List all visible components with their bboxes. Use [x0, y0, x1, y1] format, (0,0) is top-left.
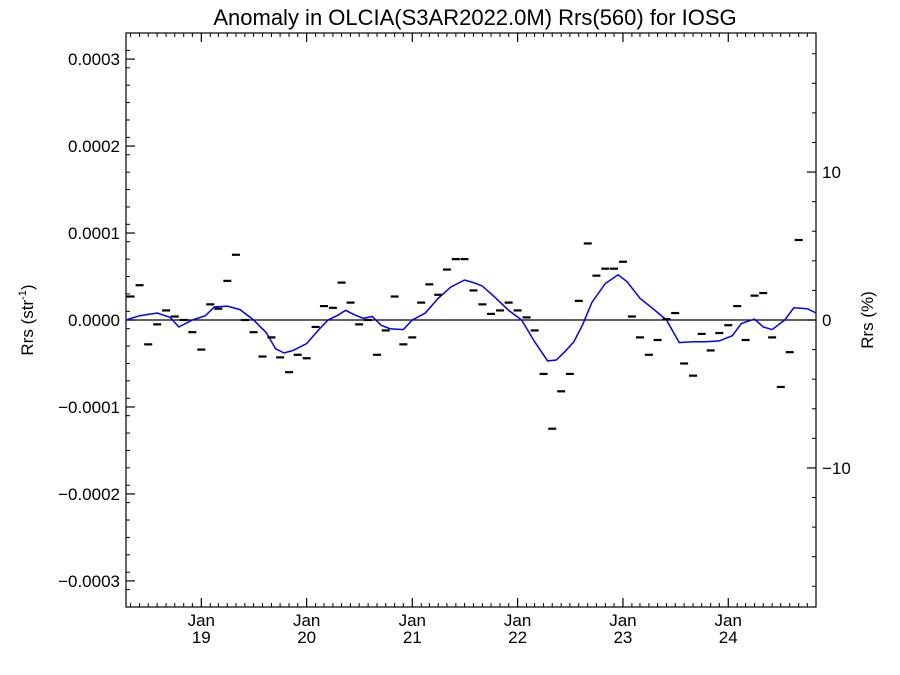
- x-tick-month: Jan: [715, 611, 742, 630]
- x-tick-year: 23: [613, 628, 632, 647]
- smoothed-line: [125, 273, 817, 362]
- y-tick-label: 0.0002: [68, 137, 120, 156]
- monthly-anomaly-series: [126, 238, 803, 430]
- y-tick-label: 0.0000: [68, 311, 120, 330]
- y-axis-label: Rrs (str-1): [17, 284, 37, 355]
- y-tick-label: −0.0002: [58, 485, 120, 504]
- y-axis-right: 10 0 −10: [807, 53, 851, 587]
- y2-tick-label: 0: [822, 311, 831, 330]
- smoothed-anomaly-series: [125, 273, 817, 362]
- y-tick-label: 0.0001: [68, 224, 120, 243]
- x-tick-year: 20: [297, 628, 316, 647]
- x-axis-minor-ticks: [130, 33, 808, 607]
- y2-axis-label: Rrs (%): [858, 291, 877, 349]
- x-tick-month: Jan: [609, 611, 636, 630]
- y-tick-label: −0.0003: [58, 572, 120, 591]
- x-tick-month: Jan: [293, 611, 320, 630]
- x-tick-month: Jan: [504, 611, 531, 630]
- x-tick-month: Jan: [399, 611, 426, 630]
- x-tick-year: 22: [508, 628, 527, 647]
- y-tick-label: −0.0001: [58, 398, 120, 417]
- y-tick-label: 0.0003: [68, 50, 120, 69]
- y2-tick-label: 10: [822, 163, 841, 182]
- x-tick-year: 21: [403, 628, 422, 647]
- x-tick-month: Jan: [188, 611, 215, 630]
- x-tick-year: 19: [192, 628, 211, 647]
- x-tick-year: 24: [719, 628, 738, 647]
- chart-title: Anomaly in OLCIA(S3AR2022.0M) Rrs(560) f…: [213, 5, 736, 30]
- y-axis-left: 0.0003 0.0002 0.0001 0.0000 −0.0001 −0.0002 −0…: [58, 32, 135, 608]
- y2-tick-label: −10: [822, 459, 851, 478]
